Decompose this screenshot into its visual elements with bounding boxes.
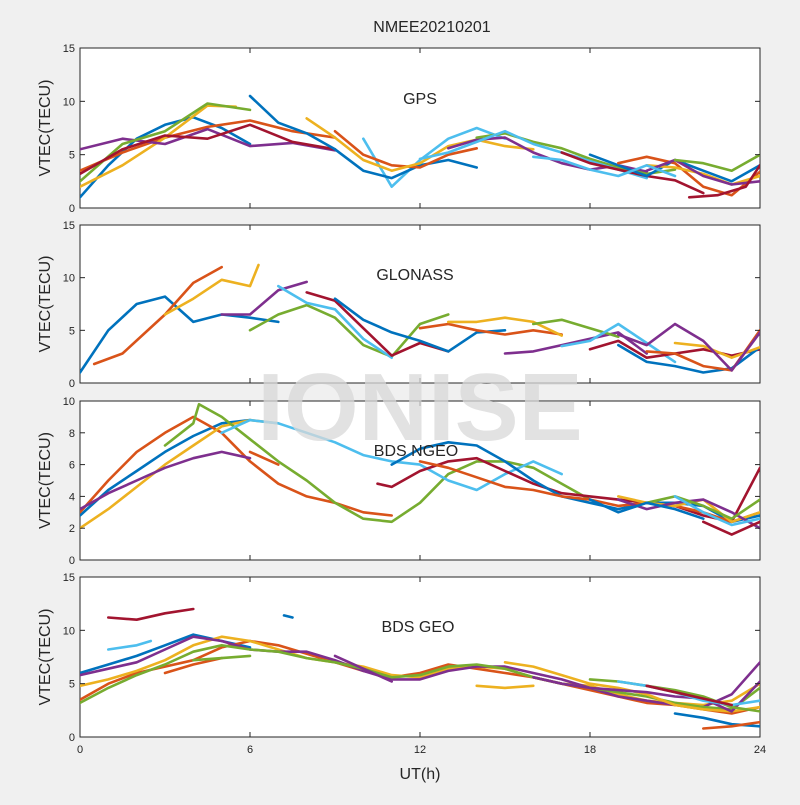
plot-area bbox=[79, 400, 761, 561]
y-tick-label: 8 bbox=[69, 428, 75, 440]
series-group bbox=[80, 402, 760, 536]
y-axis-label: VTEC(TECU) bbox=[37, 432, 54, 529]
series-line bbox=[305, 117, 535, 172]
series-line bbox=[80, 418, 252, 517]
series-line bbox=[475, 684, 535, 690]
series-line bbox=[645, 164, 760, 186]
series-line bbox=[362, 126, 507, 188]
panels: 0 5 10 15 VTEC(TECU) GPS 0 5 10 15 VTEC(TECU) GLONA… bbox=[37, 43, 766, 756]
y-tick-label: 0 bbox=[69, 203, 75, 215]
series-line bbox=[80, 119, 337, 172]
plot-area bbox=[79, 47, 761, 209]
series-line bbox=[163, 402, 592, 524]
panel-0: 0 5 10 15 VTEC(TECU) GPS bbox=[37, 43, 761, 215]
series-line bbox=[80, 635, 760, 709]
panel-2: 0 2 4 6 8 10 VTEC(TECU) BDS NGEO bbox=[37, 396, 761, 567]
y-tick-label: 10 bbox=[63, 96, 75, 108]
y-axis-label: VTEC(TECU) bbox=[37, 256, 54, 353]
series-line bbox=[80, 295, 280, 374]
series-line bbox=[248, 303, 450, 358]
series-line bbox=[418, 322, 563, 336]
panel-label: BDS NGEO bbox=[374, 443, 458, 460]
x-tick-label: 0 bbox=[77, 744, 83, 756]
series-line bbox=[192, 654, 252, 662]
series-line bbox=[376, 456, 760, 524]
series-line bbox=[447, 316, 563, 337]
series-line bbox=[532, 155, 677, 178]
series-line bbox=[617, 495, 760, 524]
series-line bbox=[80, 450, 252, 511]
series-line bbox=[282, 614, 294, 619]
series-line bbox=[333, 654, 393, 683]
series-line bbox=[645, 495, 760, 520]
series-line bbox=[248, 94, 478, 180]
series-line bbox=[673, 495, 760, 527]
panel-label: GPS bbox=[403, 91, 437, 108]
series-line bbox=[277, 284, 393, 359]
series-line bbox=[333, 297, 507, 353]
y-tick-label: 10 bbox=[63, 396, 75, 408]
series-line bbox=[588, 498, 705, 520]
x-tick-label: 12 bbox=[414, 744, 426, 756]
series-line bbox=[560, 322, 677, 364]
y-tick-label: 0 bbox=[69, 555, 75, 567]
series-line bbox=[645, 684, 733, 707]
series-line bbox=[532, 676, 760, 713]
series-group bbox=[80, 263, 760, 374]
series-line bbox=[107, 639, 153, 651]
panel-3: 0 5 10 15 0 6 12 18 24 VTEC(TECU) BDS GEO bbox=[37, 572, 766, 756]
y-tick-label: 5 bbox=[69, 679, 75, 691]
y-tick-label: 15 bbox=[63, 572, 75, 584]
watermark: IONISE bbox=[257, 354, 582, 461]
series-line bbox=[687, 164, 760, 199]
series-line bbox=[617, 322, 760, 372]
y-tick-label: 0 bbox=[69, 378, 75, 390]
panel-1: 0 5 10 15 VTEC(TECU) GLONASS bbox=[37, 220, 761, 390]
y-axis-label: VTEC(TECU) bbox=[37, 609, 54, 706]
y-tick-label: 5 bbox=[69, 150, 75, 162]
y-tick-label: 10 bbox=[63, 273, 75, 285]
series-line bbox=[163, 656, 223, 675]
x-tick-label: 6 bbox=[247, 744, 253, 756]
y-tick-label: 4 bbox=[69, 491, 75, 503]
x-axis-label: UT(h) bbox=[400, 766, 441, 783]
series-line bbox=[248, 450, 280, 466]
series-line bbox=[80, 116, 252, 199]
series-line bbox=[645, 158, 760, 186]
series-group bbox=[80, 607, 760, 730]
series-line bbox=[163, 263, 260, 316]
plot-area bbox=[79, 576, 761, 738]
series-line bbox=[80, 644, 760, 711]
y-tick-label: 15 bbox=[63, 220, 75, 232]
series-line bbox=[220, 280, 308, 316]
y-tick-label: 15 bbox=[63, 43, 75, 55]
panel-label: BDS GEO bbox=[382, 619, 455, 636]
series-line bbox=[673, 153, 760, 172]
y-tick-label: 5 bbox=[69, 325, 75, 337]
series-line bbox=[305, 291, 450, 357]
x-tick-label: 18 bbox=[584, 744, 596, 756]
series-line bbox=[80, 123, 337, 176]
series-line bbox=[702, 720, 760, 730]
series-line bbox=[702, 520, 760, 536]
series-line bbox=[617, 155, 760, 197]
figure-title: NMEE20210201 bbox=[373, 19, 491, 36]
panel-label: GLONASS bbox=[376, 267, 453, 284]
y-tick-label: 0 bbox=[69, 732, 75, 744]
series-line bbox=[560, 151, 705, 195]
series-line bbox=[107, 607, 195, 621]
y-tick-label: 2 bbox=[69, 523, 75, 535]
y-tick-label: 6 bbox=[69, 460, 75, 472]
series-group bbox=[80, 94, 760, 199]
x-tick-label: 24 bbox=[754, 744, 766, 756]
y-axis-label: VTEC(TECU) bbox=[37, 80, 54, 177]
series-line bbox=[220, 418, 563, 492]
y-tick-label: 10 bbox=[63, 625, 75, 637]
